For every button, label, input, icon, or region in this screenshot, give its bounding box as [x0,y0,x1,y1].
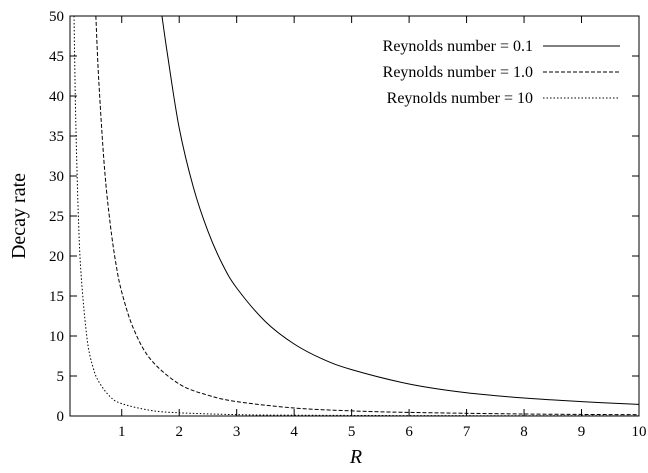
x-tick-label: 10 [632,424,647,440]
series-line-3 [73,15,640,417]
y-tick-label: 15 [49,289,64,305]
legend-label-1: Reynolds number = 0.1 [383,38,533,55]
legend: Reynolds number = 0.1 Reynolds number = 1… [383,38,620,107]
y-tick-label: 25 [49,209,64,225]
y-tick-label: 10 [49,329,64,345]
x-tick-label: 3 [233,424,241,440]
series-layer [73,15,640,417]
y-tick-label: 45 [49,49,64,65]
x-tick-label: 1 [118,424,126,440]
series-line-1 [161,15,640,405]
x-tick-label: 7 [463,424,471,440]
x-tick-label: 9 [578,424,586,440]
y-axis-label: Decay rate [8,173,30,259]
legend-label-2: Reynolds number = 1.0 [383,64,533,81]
x-tick-label: 4 [290,424,298,440]
legend-label-3: Reynolds number = 10 [387,90,533,107]
x-tick-label: 8 [520,424,528,440]
x-axis-label: R [349,446,362,468]
y-tick-label: 40 [49,89,64,105]
series-line-2 [95,15,640,416]
x-tick-label: 6 [405,424,413,440]
x-tick-label: 2 [175,424,183,440]
x-tick-label: 5 [348,424,356,440]
y-tick-label: 0 [57,409,65,425]
plot-frame [69,15,640,417]
y-tick-label: 30 [49,169,64,185]
y-tick-label: 5 [57,369,65,385]
y-tick-label: 20 [49,249,64,265]
y-tick-label: 35 [49,129,64,145]
y-tick-label: 50 [49,9,64,25]
